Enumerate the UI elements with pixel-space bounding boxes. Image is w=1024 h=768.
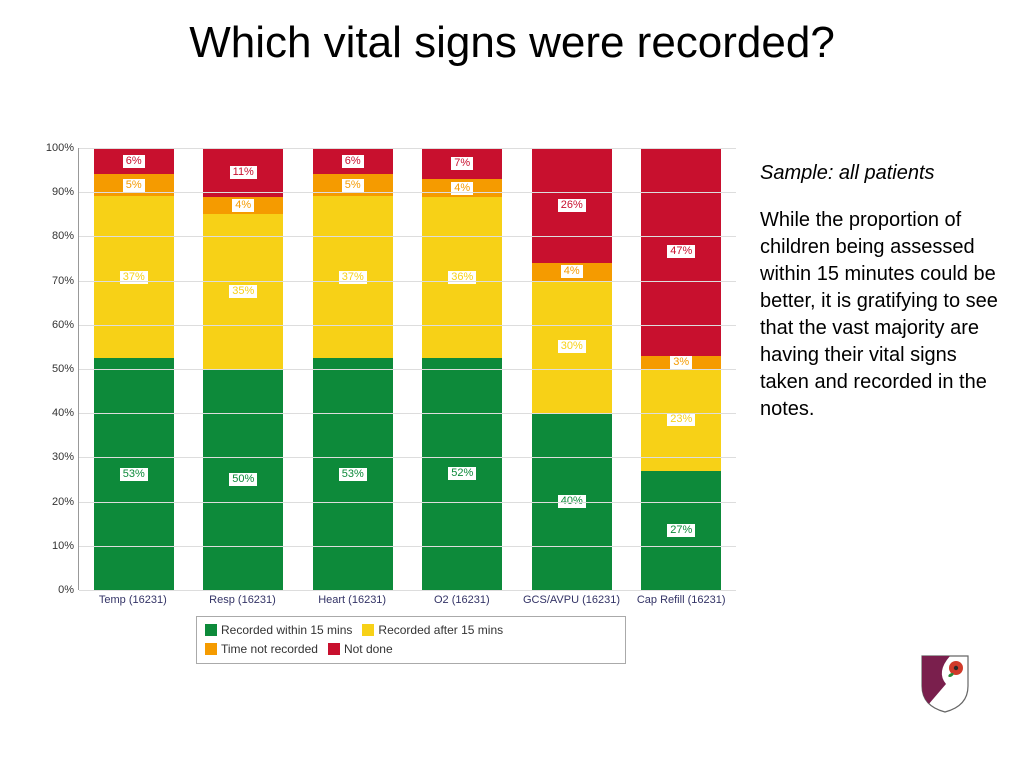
ytick-label: 100% bbox=[38, 142, 74, 154]
legend-item: Not done bbox=[328, 640, 393, 659]
legend: Recorded within 15 mins Recorded after 15… bbox=[196, 616, 626, 664]
side-text: Sample: all patients While the proportio… bbox=[760, 160, 1000, 423]
segment-label: 26% bbox=[557, 198, 587, 213]
gridline bbox=[79, 502, 736, 503]
bar-segment: 36% bbox=[422, 197, 502, 358]
bar-segment: 3% bbox=[641, 356, 721, 369]
legend-label: Recorded after 15 mins bbox=[378, 623, 503, 637]
ytick-label: 0% bbox=[38, 584, 74, 596]
gridline bbox=[79, 413, 736, 414]
bar-segment: 4% bbox=[532, 263, 612, 281]
gridline bbox=[79, 369, 736, 370]
gridline bbox=[79, 546, 736, 547]
xtick-label: Heart (16231) bbox=[302, 594, 402, 606]
segment-label: 23% bbox=[666, 412, 696, 427]
ytick-label: 30% bbox=[38, 451, 74, 463]
bar-segment: 26% bbox=[532, 148, 612, 263]
bar-segment: 27% bbox=[641, 471, 721, 590]
page-title: Which vital signs were recorded? bbox=[0, 18, 1024, 68]
ytick-label: 20% bbox=[38, 496, 74, 508]
bar-segment: 30% bbox=[532, 281, 612, 414]
bar-segment: 4% bbox=[422, 179, 502, 197]
bar-segment: 37% bbox=[313, 196, 393, 358]
ytick-label: 50% bbox=[38, 363, 74, 375]
legend-label: Recorded within 15 mins bbox=[221, 623, 352, 637]
legend-label: Not done bbox=[344, 642, 393, 656]
bar-segment: 11% bbox=[203, 148, 283, 197]
segment-label: 7% bbox=[450, 156, 474, 171]
gridline bbox=[79, 192, 736, 193]
legend-swatch bbox=[328, 643, 340, 655]
bar-segment: 7% bbox=[422, 148, 502, 179]
xtick-label: GCS/AVPU (16231) bbox=[522, 594, 622, 606]
segment-label: 50% bbox=[228, 472, 258, 487]
xtick-label: Resp (16231) bbox=[193, 594, 293, 606]
segment-label: 35% bbox=[228, 284, 258, 299]
segment-label: 6% bbox=[341, 154, 365, 169]
legend-swatch bbox=[205, 643, 217, 655]
xtick-label: Temp (16231) bbox=[83, 594, 183, 606]
plot-area: 53% 37% 5% 6% 50% 35% 4% 11% 53% 37% 5% 6% 52% 36% 4% 7… bbox=[78, 148, 736, 590]
crest-logo bbox=[920, 654, 970, 714]
segment-label: 4% bbox=[560, 264, 584, 279]
xtick-label: O2 (16231) bbox=[412, 594, 512, 606]
gridline bbox=[79, 590, 736, 591]
bar-segment: 6% bbox=[313, 148, 393, 174]
legend-item: Recorded within 15 mins bbox=[205, 621, 352, 640]
xtick-label: Cap Refill (16231) bbox=[631, 594, 731, 606]
ytick-label: 80% bbox=[38, 230, 74, 242]
legend-item: Recorded after 15 mins bbox=[362, 621, 503, 640]
bar-segment: 23% bbox=[641, 369, 721, 471]
segment-label: 5% bbox=[341, 178, 365, 193]
segment-label: 11% bbox=[229, 165, 258, 180]
segment-label: 36% bbox=[447, 270, 477, 285]
sample-line: Sample: all patients bbox=[760, 160, 1000, 187]
segment-label: 37% bbox=[338, 270, 368, 285]
segment-label: 3% bbox=[669, 355, 693, 370]
segment-label: 5% bbox=[122, 178, 146, 193]
segment-label: 4% bbox=[450, 181, 474, 196]
legend-swatch bbox=[205, 624, 217, 636]
segment-label: 53% bbox=[338, 467, 368, 482]
segment-label: 37% bbox=[119, 270, 149, 285]
segment-label: 47% bbox=[666, 244, 696, 259]
segment-label: 30% bbox=[557, 339, 587, 354]
legend-item: Time not recorded bbox=[205, 640, 318, 659]
ytick-label: 90% bbox=[38, 186, 74, 198]
gridline bbox=[79, 457, 736, 458]
gridline bbox=[79, 281, 736, 282]
bar-segment: 4% bbox=[203, 197, 283, 215]
bar-segment: 53% bbox=[313, 358, 393, 590]
bar-segment: 53% bbox=[94, 358, 174, 590]
bar-segment: 6% bbox=[94, 148, 174, 174]
gridline bbox=[79, 236, 736, 237]
segment-label: 53% bbox=[119, 467, 149, 482]
gridline bbox=[79, 148, 736, 149]
bar-segment: 37% bbox=[94, 196, 174, 358]
vital-signs-chart: 53% 37% 5% 6% 50% 35% 4% 11% 53% 37% 5% 6% 52% 36% 4% 7… bbox=[36, 148, 736, 678]
legend-label: Time not recorded bbox=[221, 642, 318, 656]
segment-label: 52% bbox=[447, 466, 477, 481]
segment-label: 6% bbox=[122, 154, 146, 169]
ytick-label: 60% bbox=[38, 319, 74, 331]
segment-label: 4% bbox=[231, 198, 255, 213]
segment-label: 27% bbox=[666, 523, 696, 538]
legend-swatch bbox=[362, 624, 374, 636]
bar-segment: 35% bbox=[203, 214, 283, 369]
ytick-label: 40% bbox=[38, 407, 74, 419]
gridline bbox=[79, 325, 736, 326]
ytick-label: 10% bbox=[38, 540, 74, 552]
side-body: While the proportion of children being a… bbox=[760, 207, 1000, 423]
bar-segment: 50% bbox=[203, 369, 283, 590]
ytick-label: 70% bbox=[38, 275, 74, 287]
bar-segment: 52% bbox=[422, 358, 502, 590]
